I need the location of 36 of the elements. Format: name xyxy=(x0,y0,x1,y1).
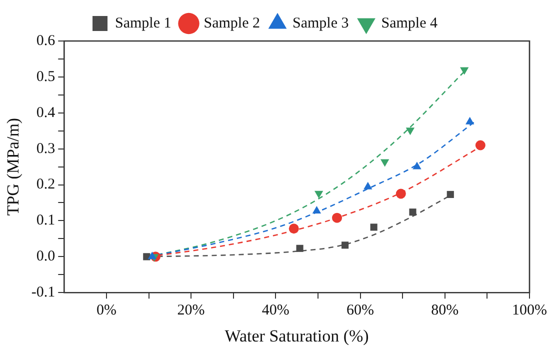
point xyxy=(342,242,349,249)
x-tick-label: 100% xyxy=(512,302,547,319)
x-tick-label: 0% xyxy=(96,302,116,319)
y-tick-label: 0.3 xyxy=(36,140,56,157)
point xyxy=(143,253,150,260)
y-tick-label: 0.0 xyxy=(36,248,56,265)
point xyxy=(370,224,378,231)
point xyxy=(460,67,469,75)
point xyxy=(332,212,342,223)
point xyxy=(475,140,486,150)
x-tick-label: 60% xyxy=(346,302,374,319)
point xyxy=(396,188,406,199)
y-axis-title: TPG (MPa/m) xyxy=(4,118,23,216)
y-tick-label: 0.1 xyxy=(36,212,56,229)
y-tick-label: 0.5 xyxy=(36,68,56,85)
point xyxy=(314,190,324,198)
legend-label: Sample 2 xyxy=(204,15,260,32)
y-tick-label: 0.4 xyxy=(36,104,56,121)
point xyxy=(148,252,156,260)
y-tick-label: 0.2 xyxy=(36,176,56,193)
x-axis-title: Water Saturation (%) xyxy=(224,326,369,346)
x-tick-label: 80% xyxy=(431,302,459,319)
point xyxy=(409,208,416,216)
y-tick-label: 0.6 xyxy=(36,32,56,49)
point xyxy=(380,159,390,167)
x-tick-label: 40% xyxy=(262,302,290,319)
point xyxy=(446,190,454,198)
x-tick-label: 20% xyxy=(177,302,205,319)
legend-label: Sample 1 xyxy=(115,15,172,32)
point xyxy=(406,128,415,136)
legend-label: Sample 4 xyxy=(381,15,438,32)
point xyxy=(288,224,299,234)
point xyxy=(296,244,304,252)
y-tick-label: -0.1 xyxy=(31,284,56,301)
legend-label: Sample 3 xyxy=(292,15,349,32)
point xyxy=(312,206,322,214)
